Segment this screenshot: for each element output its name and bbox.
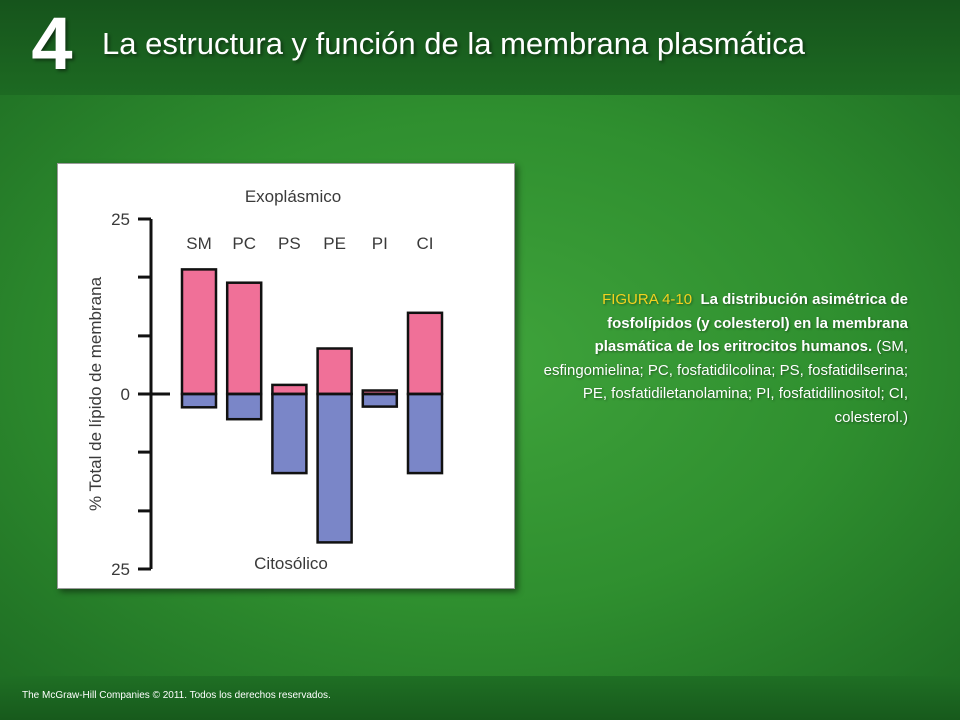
bar-ps-cytosolic: [271, 392, 308, 475]
bar-pe-exoplasmic: [316, 347, 353, 396]
figure-panel: Exoplásmico Citosólico % Total de lípido…: [57, 163, 515, 589]
bar-sm-exoplasmic: [180, 268, 218, 396]
category-label-ci: CI: [417, 234, 434, 253]
y-axis-label: % Total de lípido de membrana: [86, 276, 105, 511]
bar-pi-cytosolic: [361, 392, 399, 408]
bar-sm-cytosolic: [180, 392, 218, 409]
caption-plain-text: (SM, esfingomielina; PC, fosfatidilcolin…: [543, 338, 908, 426]
bar-ps-exoplasmic: [271, 383, 308, 396]
header-bar: [0, 0, 960, 95]
bar-pc-exoplasmic: [225, 281, 263, 396]
lipid-distribution-chart: Exoplásmico Citosólico % Total de lípido…: [86, 187, 444, 579]
footer-copyright: The McGraw-Hill Companies © 2011. Todos …: [22, 690, 331, 701]
bar-pc-cytosolic: [225, 392, 263, 421]
caption-label: FIGURA 4-10: [602, 291, 693, 308]
footer-band: [0, 676, 960, 720]
cytosolic-label: Citosólico: [254, 554, 328, 573]
category-label-pi: PI: [372, 234, 388, 253]
y-tick-label: 25: [111, 560, 130, 579]
bar-ci-exoplasmic: [406, 311, 444, 396]
bar-ci-cytosolic: [406, 392, 444, 475]
bar-pe-cytosolic: [316, 392, 353, 544]
chapter-number: 4: [31, 2, 73, 85]
category-label-pc: PC: [232, 234, 256, 253]
slide-title: La estructura y función de la membrana p…: [102, 26, 806, 61]
category-label-sm: SM: [186, 234, 212, 253]
category-label-ps: PS: [278, 234, 301, 253]
y-tick-label: 0: [121, 385, 130, 404]
y-tick-label: 25: [111, 210, 130, 229]
figure-caption: FIGURA 4-10 La distribución asimétrica d…: [530, 288, 908, 429]
exoplasmic-label: Exoplásmico: [245, 187, 341, 206]
caption-bold-text: La distribución asimétrica de fosfolípid…: [594, 291, 908, 355]
category-label-pe: PE: [323, 234, 346, 253]
